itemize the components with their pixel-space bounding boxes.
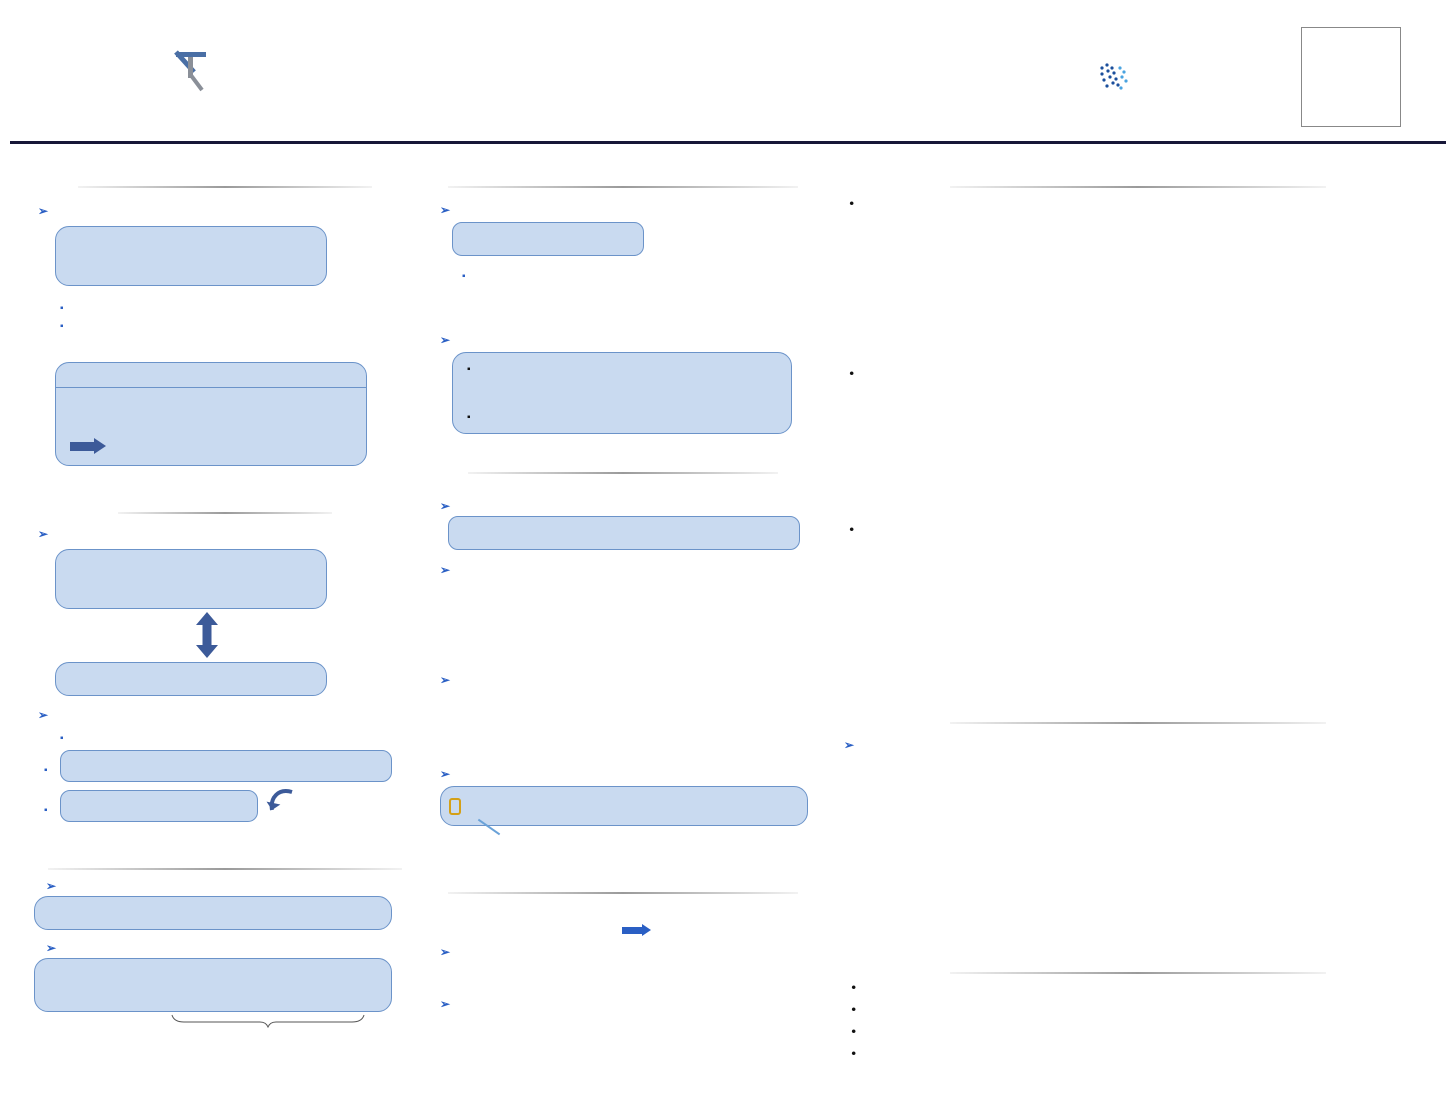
conclusion-item [850,980,857,995]
interp-eq-box [55,662,327,696]
flatiron-icon [172,50,212,101]
chart-rosenbrock100-time [1258,562,1436,694]
glm-bullet1 [462,268,806,282]
glm-if-label [467,361,471,375]
conclusion-item [850,1046,857,1061]
chart-permd-epochs [862,224,1020,354]
rule-motivation [118,512,332,514]
chart-mc-p010 [846,812,1044,948]
mbzuai-icon [1096,60,1130,97]
chart-rastrigin100-time [1060,562,1238,694]
updown-arrow-icon [196,612,218,663]
header-thumbnail-chart [1301,27,1401,127]
chart-mc-p030 [1246,812,1444,948]
curved-arrow-icon [258,788,298,829]
glm-else-label [467,409,471,423]
conclusion-item [850,1024,857,1039]
sp-eq1-box [60,750,392,782]
bullet-permd [848,196,855,211]
sp2-method-box [34,958,392,1012]
rule-sp2plus [468,472,778,474]
bullet-sp-eq1 [44,762,48,776]
bullet-rastrigin [848,366,855,381]
rule-conclusion [950,972,1326,974]
bullet-each-iteration [60,730,64,744]
implies-arrow-icon [70,438,108,455]
sp-eq2-box [60,790,258,822]
heading-the-sp2-method [46,940,56,955]
sp2plus-eq1-box [448,516,800,550]
heading-glm-sp2 [440,332,450,347]
glm-eq1-box [452,222,644,256]
flatiron-logo [172,50,342,100]
rule-nonconvex [950,186,1326,188]
heading-step2 [440,672,450,687]
heading-matrix-completion [844,736,854,754]
heading-erm [38,203,48,218]
conclusion-item [850,1002,857,1017]
heading-glms [440,202,450,217]
rule-sp2 [48,868,402,870]
assumption-box [55,362,367,466]
heading-conv-sp2 [440,944,450,959]
heading-erm-2 [38,526,48,541]
bullet-sp-eq2 [44,802,48,816]
sp2plus-method-eq [449,796,805,815]
chart-rastrigin-time [1064,388,1222,512]
sp2plus-method-boxed [449,798,461,815]
sp-method-box [34,896,392,930]
chart-rastrigin-epochs [862,388,1020,512]
glm-sp2-box [452,352,792,434]
header-divider [10,141,1446,144]
heading-sp-method [38,708,48,722]
heading-the-sp-method [46,878,56,893]
rule-convergence [448,892,798,894]
heading-sp2plus-sp2 [440,498,450,513]
sp2plus-method-box [440,786,808,826]
erm-formula-box-2 [55,549,327,609]
mbzuai-logo [1096,60,1246,96]
chart-permd-contour [1240,220,1432,354]
chart-mc-p020 [1046,812,1244,948]
implies-arrow-icon-2 [622,924,652,938]
chart-rastrigin-contour [1240,384,1432,512]
rule-matrix [950,722,1326,724]
bullet-f-diff [60,300,64,314]
bullet-fv-vs-time [848,522,1440,537]
heading-conv-sp2plus [440,996,450,1011]
chart-permd10-time [858,562,1036,694]
header [0,0,1456,142]
rule-glm [448,186,798,188]
rule-problem [78,186,372,188]
chart-permd-time [1064,224,1222,354]
bullet-fi-loss [60,318,64,332]
assumption-divider [56,387,366,389]
heading-sp2plus-method [440,766,450,781]
heading-step1 [440,562,450,577]
underbrace-icon [170,1014,366,1033]
erm-formula-box [55,226,327,286]
